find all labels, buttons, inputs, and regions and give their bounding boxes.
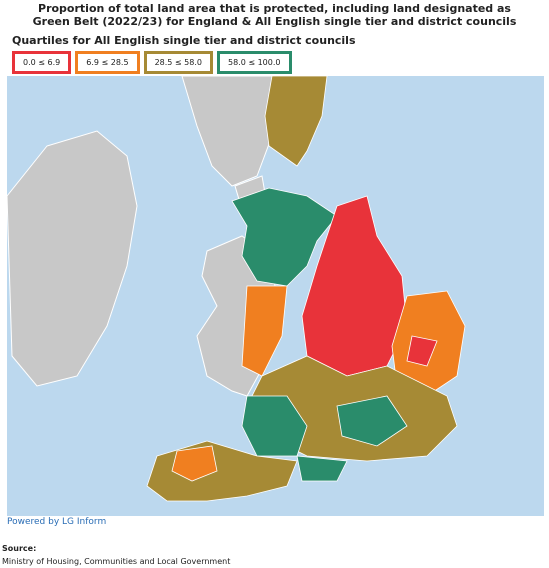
legend-item[interactable]: 28.5 ≤ 58.0 [143, 51, 213, 74]
legend-item[interactable]: 6.9 ≤ 28.5 [75, 51, 140, 74]
legend-item[interactable]: 0.0 ≤ 6.9 [12, 51, 72, 74]
legend: 0.0 ≤ 6.9 6.9 ≤ 28.5 28.5 ≤ 58.0 58.0 ≤ 100… [12, 51, 292, 74]
map [7, 76, 544, 516]
other-nations [7, 76, 328, 397]
legend-item[interactable]: 58.0 ≤ 100.0 [216, 51, 292, 74]
source-label: Source: [2, 544, 37, 553]
source: Ministry of Housing, Communities and Loc… [2, 557, 231, 566]
title: Proportion of total land area that is pr… [32, 2, 517, 28]
powered-by-link[interactable]: Powered by LG Inform [7, 517, 107, 527]
legend-title: Quartiles for All English single tier an… [12, 34, 356, 47]
england-regions [146, 76, 466, 502]
